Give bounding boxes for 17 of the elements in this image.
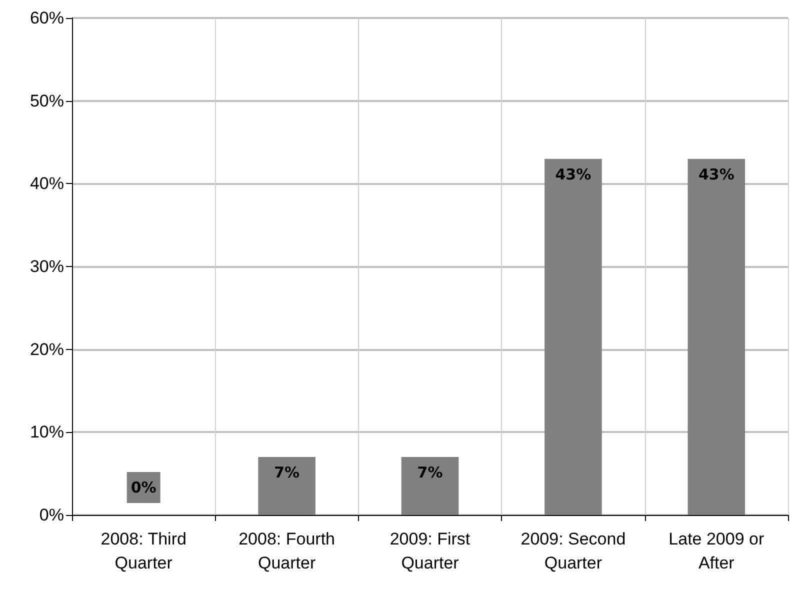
data-label: 7%	[417, 464, 443, 482]
x-tick-label: 2008: Fourth Quarter	[238, 530, 336, 572]
data-label: 43%	[698, 165, 734, 184]
y-tick-label: 60%	[30, 8, 64, 28]
x-tick-label: 2008: Third Quarter	[100, 530, 186, 572]
data-label: 7%	[274, 464, 300, 482]
x-tick-label: Late 2009 or After	[668, 530, 764, 572]
y-tick-label: 30%	[30, 257, 64, 276]
y-tick-label: 40%	[30, 174, 64, 194]
data-label: 43%	[555, 165, 592, 184]
y-tick-label: 50%	[30, 91, 64, 110]
data-label: 0%	[130, 478, 156, 496]
y-tick-label: 0%	[39, 506, 64, 524]
y-tick-label: 10%	[30, 422, 64, 442]
x-tick-label: 2009: Second Quarter	[520, 530, 626, 572]
x-tick-label: 2009: First Quarter	[390, 530, 470, 572]
y-tick-label: 20%	[30, 340, 64, 359]
